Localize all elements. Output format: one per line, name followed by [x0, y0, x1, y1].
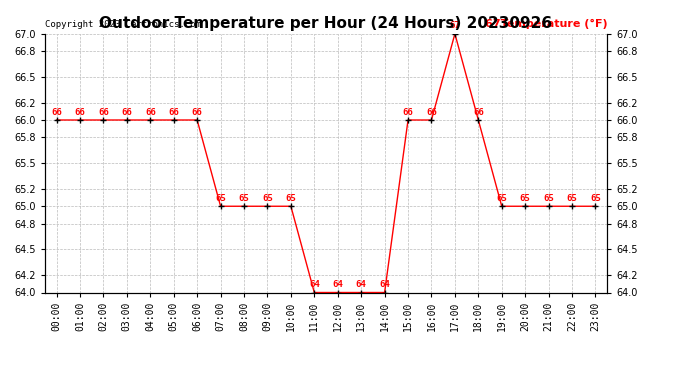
Text: 66: 66 — [51, 108, 62, 117]
Text: 66: 66 — [98, 108, 109, 117]
Text: 67: 67 — [449, 21, 460, 30]
Text: 65: 65 — [496, 194, 507, 203]
Text: 66: 66 — [75, 108, 86, 117]
Text: 66: 66 — [145, 108, 156, 117]
Text: 64: 64 — [333, 280, 343, 289]
Text: 66: 66 — [121, 108, 132, 117]
Text: 65: 65 — [239, 194, 249, 203]
Text: 66: 66 — [426, 108, 437, 117]
Text: 66: 66 — [403, 108, 413, 117]
Text: 64: 64 — [380, 280, 390, 289]
Text: 66: 66 — [192, 108, 203, 117]
Text: 65: 65 — [566, 194, 578, 203]
Text: 65: 65 — [590, 194, 601, 203]
Text: 64: 64 — [309, 280, 319, 289]
Text: 65: 65 — [262, 194, 273, 203]
Text: 64: 64 — [356, 280, 366, 289]
Text: 66: 66 — [168, 108, 179, 117]
Text: Copyright 2023 Cartronics.com: Copyright 2023 Cartronics.com — [45, 20, 201, 28]
Text: 66: 66 — [473, 108, 484, 117]
Text: 65: 65 — [520, 194, 531, 203]
Text: 67Temperature (°F): 67Temperature (°F) — [484, 18, 607, 28]
Text: 65: 65 — [215, 194, 226, 203]
Text: 65: 65 — [543, 194, 554, 203]
Title: Outdoor Temperature per Hour (24 Hours) 20230926: Outdoor Temperature per Hour (24 Hours) … — [99, 16, 553, 31]
Text: 65: 65 — [286, 194, 296, 203]
